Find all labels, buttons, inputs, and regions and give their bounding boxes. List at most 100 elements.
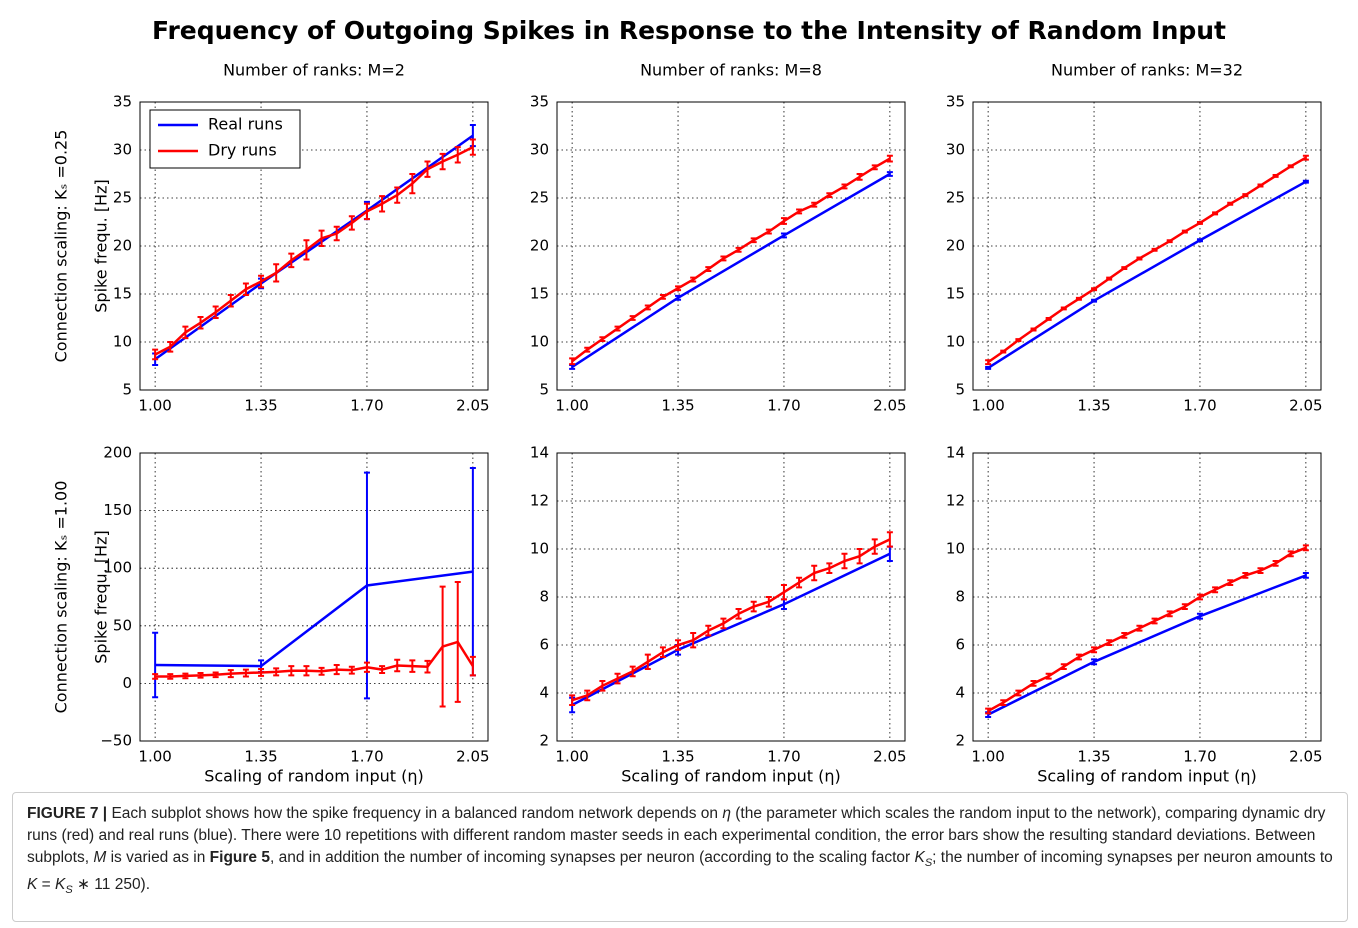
error-bar <box>182 325 189 340</box>
error-bar <box>1212 586 1219 594</box>
error-bar <box>1257 183 1264 188</box>
series-line <box>571 157 891 363</box>
x-tick-label: 1.70 <box>767 748 800 766</box>
error-bar <box>569 357 576 366</box>
caption-run: S <box>924 857 933 870</box>
error-bar <box>152 631 159 699</box>
figure-title: Frequency of Outgoing Spikes in Response… <box>152 16 1226 45</box>
legend-box <box>149 109 301 169</box>
series-line <box>987 156 1307 364</box>
x-tick-label: 2.05 <box>456 397 489 415</box>
error-bar <box>871 164 878 171</box>
error-bar <box>1196 593 1203 601</box>
y-tick-label: −50 <box>100 732 132 750</box>
y-tick-label: 4 <box>955 684 965 702</box>
series-line <box>987 574 1307 716</box>
error-bar <box>1196 238 1203 243</box>
caption-run: is varied as in <box>106 849 210 866</box>
legend-label: Real runs <box>208 115 283 134</box>
legend-label: Dry runs <box>208 141 277 160</box>
error-bar <box>765 596 772 608</box>
error-bar <box>1091 298 1098 303</box>
y-tick-label: 10 <box>946 333 965 351</box>
error-bar <box>318 666 325 676</box>
error-bar <box>394 186 401 204</box>
error-bar <box>871 538 878 555</box>
error-bar <box>675 285 682 292</box>
error-bar <box>1181 229 1188 234</box>
error-bar <box>1181 603 1188 610</box>
y-tick-label: 30 <box>113 141 132 159</box>
error-bar <box>363 471 370 700</box>
error-bar <box>705 624 712 637</box>
error-bar <box>409 659 416 673</box>
error-bar <box>348 215 355 231</box>
error-bar <box>303 239 310 261</box>
error-bar <box>439 152 446 171</box>
error-bar <box>886 531 893 548</box>
x-tick-label: 1.00 <box>971 397 1004 415</box>
caption-run: ; the number of incoming synapses per ne… <box>932 849 1333 866</box>
x-tick-label: 1.70 <box>767 397 800 415</box>
x-tick-label: 1.35 <box>244 397 277 415</box>
y-tick-label: 20 <box>946 237 965 255</box>
y-tick-label: 20 <box>113 237 132 255</box>
series-line <box>154 146 474 356</box>
error-bar <box>1030 680 1037 687</box>
error-bar <box>1106 639 1113 646</box>
error-bar <box>675 294 682 301</box>
caption-run: Each subplot shows how the spike frequen… <box>107 805 723 822</box>
error-bar <box>1196 612 1203 620</box>
y-tick-label: 10 <box>530 540 549 558</box>
y-tick-label: 200 <box>103 444 132 462</box>
caption-run: , and in addition the number of incoming… <box>269 849 915 866</box>
series-line <box>154 134 474 361</box>
error-bar <box>152 348 159 361</box>
error-bar <box>1302 544 1309 552</box>
x-tick-label: 1.35 <box>1077 397 1110 415</box>
error-bar <box>242 282 249 296</box>
caption-run: K <box>55 876 66 894</box>
x-axis-label: Scaling of random input (η) <box>621 767 841 786</box>
y-tick-label: 12 <box>530 492 549 510</box>
x-tick-label: 1.35 <box>244 748 277 766</box>
series-line <box>155 570 474 668</box>
caption-run: K <box>914 849 925 866</box>
error-bar <box>856 548 863 565</box>
error-bar <box>1136 624 1143 632</box>
y-tick-label: 14 <box>530 444 549 462</box>
error-bar <box>614 325 621 332</box>
error-bar <box>811 201 818 208</box>
caption: FIGURE 7 | Each subplot shows how the sp… <box>12 792 1348 922</box>
error-bar <box>1106 276 1113 281</box>
y-tick-label: 25 <box>946 189 965 207</box>
error-bar <box>333 663 340 676</box>
x-tick-label: 1.70 <box>1183 397 1216 415</box>
error-bar <box>424 659 431 674</box>
error-bar <box>735 246 742 253</box>
error-bar <box>720 255 727 262</box>
error-bar <box>750 237 757 244</box>
x-tick-label: 1.00 <box>555 748 588 766</box>
error-bar <box>363 202 370 221</box>
error-bar <box>1302 154 1309 161</box>
error-bar <box>1227 201 1234 206</box>
x-tick-label: 1.70 <box>350 397 383 415</box>
x-tick-label: 1.00 <box>555 397 588 415</box>
figure: Frequency of Outgoing Spikes in Response… <box>52 16 1323 786</box>
axes-frame <box>972 452 1322 742</box>
x-tick-label: 1.00 <box>138 397 171 415</box>
error-bar <box>288 252 295 269</box>
series-line <box>571 172 891 369</box>
error-bar <box>1000 349 1007 354</box>
x-tick-label: 1.70 <box>1183 748 1216 766</box>
y-tick-label: 20 <box>530 237 549 255</box>
y-tick-label: 5 <box>122 381 132 399</box>
error-bar <box>780 584 787 601</box>
error-bar <box>379 665 386 675</box>
error-bar <box>886 171 893 177</box>
error-bar <box>439 585 446 708</box>
error-bar <box>469 138 476 156</box>
y-tick-label: 25 <box>113 189 132 207</box>
